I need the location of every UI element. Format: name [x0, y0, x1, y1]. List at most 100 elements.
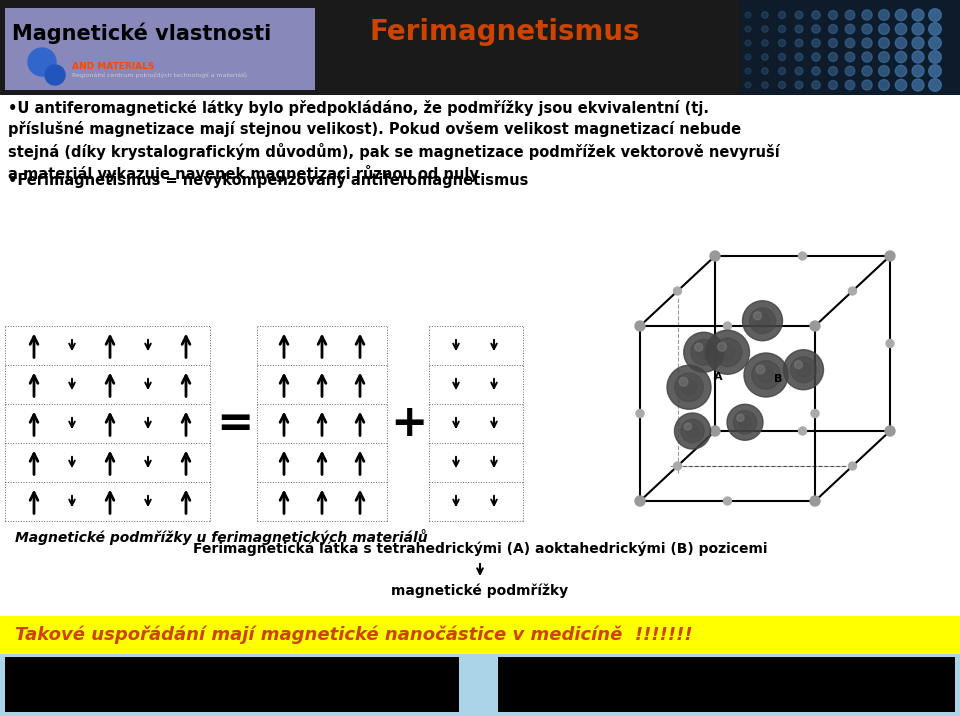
Circle shape [797, 363, 810, 377]
Circle shape [754, 311, 761, 320]
Circle shape [779, 25, 785, 33]
Bar [740, 0, 960, 95]
Circle shape [795, 39, 803, 47]
Circle shape [695, 343, 703, 352]
Circle shape [878, 24, 889, 34]
Circle shape [849, 462, 856, 470]
Circle shape [812, 25, 820, 33]
Circle shape [790, 357, 817, 383]
Circle shape [845, 10, 854, 20]
Circle shape [779, 54, 785, 61]
Circle shape [912, 23, 924, 35]
Circle shape [862, 52, 872, 62]
Circle shape [828, 80, 837, 90]
Circle shape [761, 82, 768, 88]
Text: Takové uspořádání mají magnetické nanočástice v medicíně  !!!!!!!: Takové uspořádání mají magnetické nanočá… [15, 626, 692, 644]
Circle shape [886, 339, 894, 347]
Circle shape [795, 361, 803, 369]
Circle shape [810, 321, 820, 331]
Circle shape [28, 48, 56, 76]
Circle shape [779, 67, 785, 74]
Circle shape [912, 79, 924, 91]
Circle shape [635, 496, 645, 506]
Circle shape [896, 9, 906, 21]
Circle shape [845, 66, 854, 76]
Circle shape [845, 52, 854, 62]
Circle shape [686, 425, 699, 437]
Circle shape [878, 66, 889, 77]
Circle shape [761, 54, 768, 60]
Bar [0, 616, 960, 654]
Circle shape [724, 497, 732, 505]
Circle shape [711, 339, 719, 347]
Circle shape [710, 426, 720, 436]
Circle shape [878, 52, 889, 62]
Circle shape [758, 367, 774, 382]
Circle shape [720, 344, 735, 360]
Text: Ferimagnetická látka s tetrahedrickými (A) aoktahedrickými (B) pozicemi: Ferimagnetická látka s tetrahedrickými (… [193, 541, 767, 556]
Text: •U antiferomagnetické látky bylo předpokládáno, že podmřížky jsou ekvivalentní (: •U antiferomagnetické látky bylo předpok… [8, 100, 780, 183]
Circle shape [761, 26, 768, 32]
Text: Ferimagnetismus: Ferimagnetismus [370, 18, 640, 46]
Circle shape [928, 9, 942, 21]
Text: Magnetické vlastnosti: Magnetické vlastnosti [12, 22, 272, 44]
Circle shape [928, 79, 942, 92]
Text: Magnetické podmřížky u ferimagnetických materiálů: Magnetické podmřížky u ferimagnetických … [15, 529, 427, 545]
Circle shape [828, 11, 837, 19]
Circle shape [811, 410, 819, 417]
Circle shape [928, 51, 942, 63]
Circle shape [795, 11, 803, 19]
Circle shape [745, 54, 751, 60]
Circle shape [779, 11, 785, 19]
Circle shape [745, 12, 751, 18]
Circle shape [795, 67, 803, 75]
Circle shape [718, 342, 727, 351]
Circle shape [828, 39, 837, 47]
Circle shape [675, 373, 704, 402]
Circle shape [885, 426, 895, 436]
Circle shape [912, 37, 924, 49]
Text: B: B [775, 374, 782, 384]
Circle shape [745, 26, 751, 32]
Circle shape [795, 81, 803, 89]
Circle shape [912, 9, 924, 21]
Circle shape [896, 24, 906, 34]
Circle shape [878, 79, 889, 90]
Text: A: A [714, 372, 723, 382]
Text: •Ferimagnetismus = nevykompenzovaný antiferomagnetismus: •Ferimagnetismus = nevykompenzovaný anti… [8, 172, 528, 188]
Circle shape [745, 40, 751, 46]
Circle shape [812, 81, 820, 90]
Circle shape [896, 37, 906, 49]
Circle shape [828, 24, 837, 34]
Circle shape [710, 251, 720, 261]
Circle shape [795, 53, 803, 61]
Circle shape [756, 314, 770, 328]
Circle shape [845, 24, 854, 34]
Circle shape [779, 82, 785, 89]
Circle shape [674, 462, 682, 470]
Circle shape [756, 365, 765, 374]
Circle shape [733, 410, 756, 434]
Circle shape [783, 349, 824, 390]
Text: +: + [391, 402, 428, 445]
Circle shape [812, 39, 820, 47]
Circle shape [928, 64, 942, 77]
Circle shape [697, 345, 710, 359]
Circle shape [912, 51, 924, 63]
Circle shape [885, 251, 895, 261]
Circle shape [682, 379, 697, 395]
Circle shape [674, 287, 682, 295]
Text: AND MATERIALS: AND MATERIALS [72, 62, 155, 71]
Circle shape [745, 68, 751, 74]
Circle shape [706, 330, 750, 374]
Bar [5, 8, 315, 90]
Circle shape [862, 10, 872, 20]
Circle shape [667, 365, 711, 410]
Circle shape [845, 80, 854, 90]
Circle shape [724, 322, 732, 330]
Circle shape [742, 301, 782, 341]
Circle shape [828, 67, 837, 75]
Circle shape [636, 410, 644, 417]
Circle shape [684, 423, 691, 430]
Bar [0, 0, 960, 95]
